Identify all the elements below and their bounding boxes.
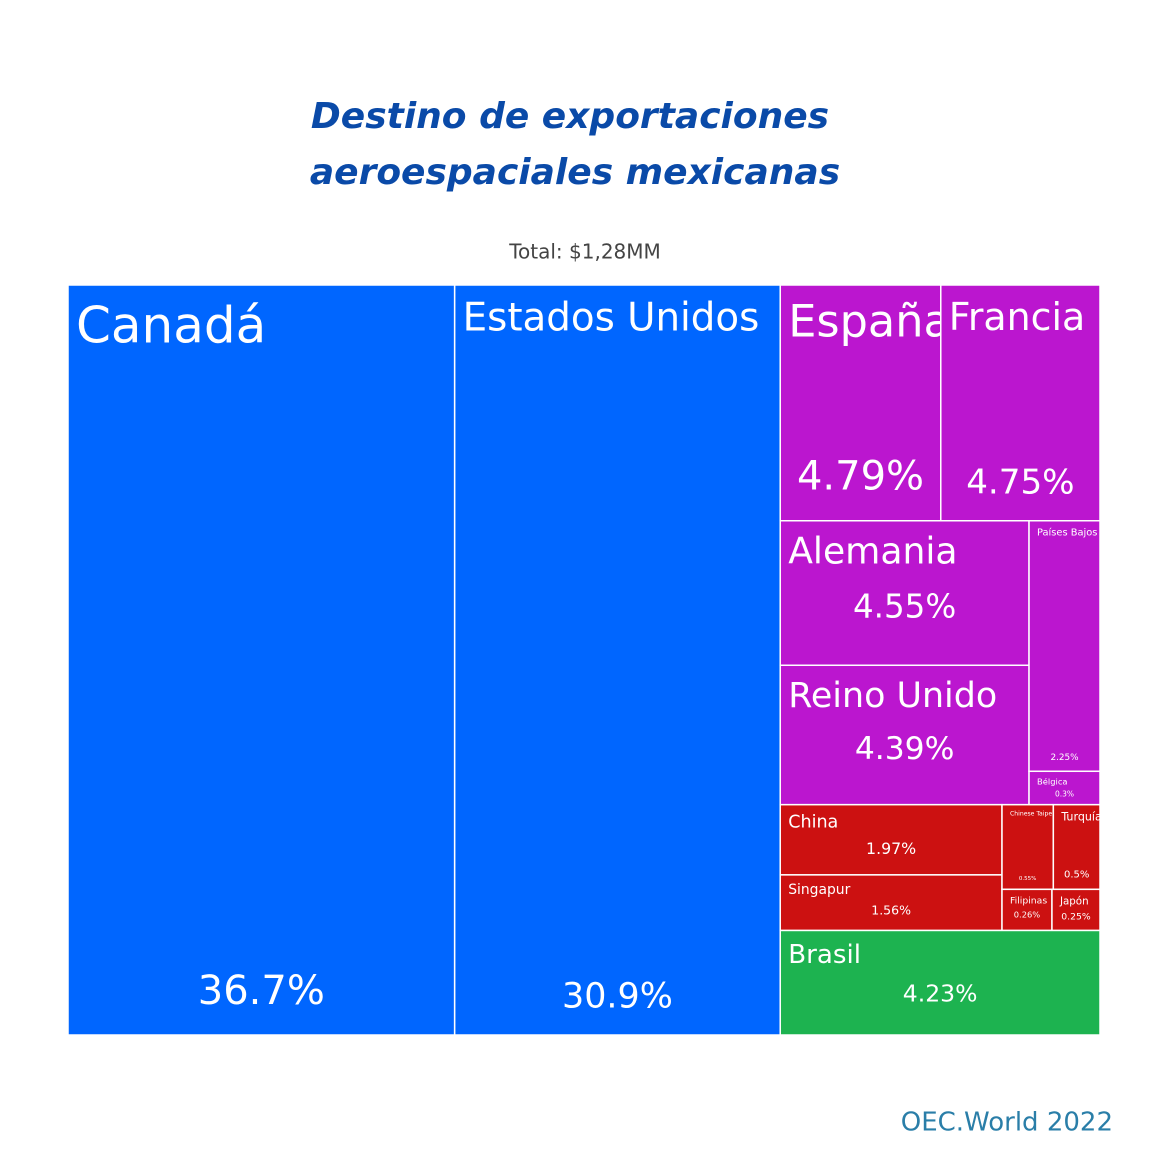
tile-label: Canadá <box>76 297 266 355</box>
value-label: 0.25% <box>1061 912 1091 923</box>
value-label: 0.26% <box>1014 909 1041 919</box>
value-label: 0.3% <box>1055 790 1074 799</box>
value-label: 4.23% <box>903 980 978 1008</box>
value-label: 1.56% <box>871 903 911 918</box>
chart-subtitle: Total: $1,28MM <box>508 240 661 264</box>
chart-title: Destino de exportaciones aeroespaciales m… <box>310 96 840 193</box>
value-label: 4.39% <box>855 731 955 767</box>
source: OEC.World 2022 <box>901 1108 1113 1138</box>
tile-label: Filipinas <box>1010 895 1047 906</box>
tile-label: Brasil <box>788 940 861 970</box>
tile-label: Francia <box>949 295 1085 339</box>
tile-label: Turquía <box>1060 811 1102 824</box>
tile-label: Reino Unido <box>788 676 997 716</box>
tile-label: Japón <box>1059 896 1089 908</box>
tile <box>1001 803 1055 891</box>
value-label: 0.55% <box>1019 876 1036 882</box>
value-label: 4.75% <box>966 463 1074 503</box>
tile <box>1001 888 1053 932</box>
tile-label: Singapur <box>788 882 850 898</box>
tile <box>779 664 1030 806</box>
tile <box>779 803 1003 876</box>
tile-label: Alemania <box>788 530 957 573</box>
tile-label: Bélgica <box>1037 776 1068 786</box>
value-label: 4.79% <box>797 454 924 500</box>
tile-label: Estados Unidos <box>463 296 760 341</box>
value-label: 30.9% <box>562 977 673 1017</box>
tile <box>453 284 781 1036</box>
value-label: 2.25% <box>1050 753 1078 763</box>
tile <box>779 929 1101 1036</box>
value-label: 4.55% <box>853 588 956 626</box>
tile-label: Chinese Taipei <box>1010 811 1054 818</box>
tile <box>779 519 1030 667</box>
tile <box>940 284 1101 522</box>
value-label: 1.97% <box>866 839 916 858</box>
tile-label: China <box>788 813 838 833</box>
tile <box>1028 519 1101 773</box>
tile <box>67 284 456 1036</box>
tile-label: Países Bajos <box>1037 527 1097 539</box>
tile <box>779 284 942 522</box>
tile <box>1051 888 1101 932</box>
tile-label: España <box>788 296 951 348</box>
value-label: 0.5% <box>1064 869 1089 880</box>
value-label: 36.7% <box>198 968 325 1014</box>
